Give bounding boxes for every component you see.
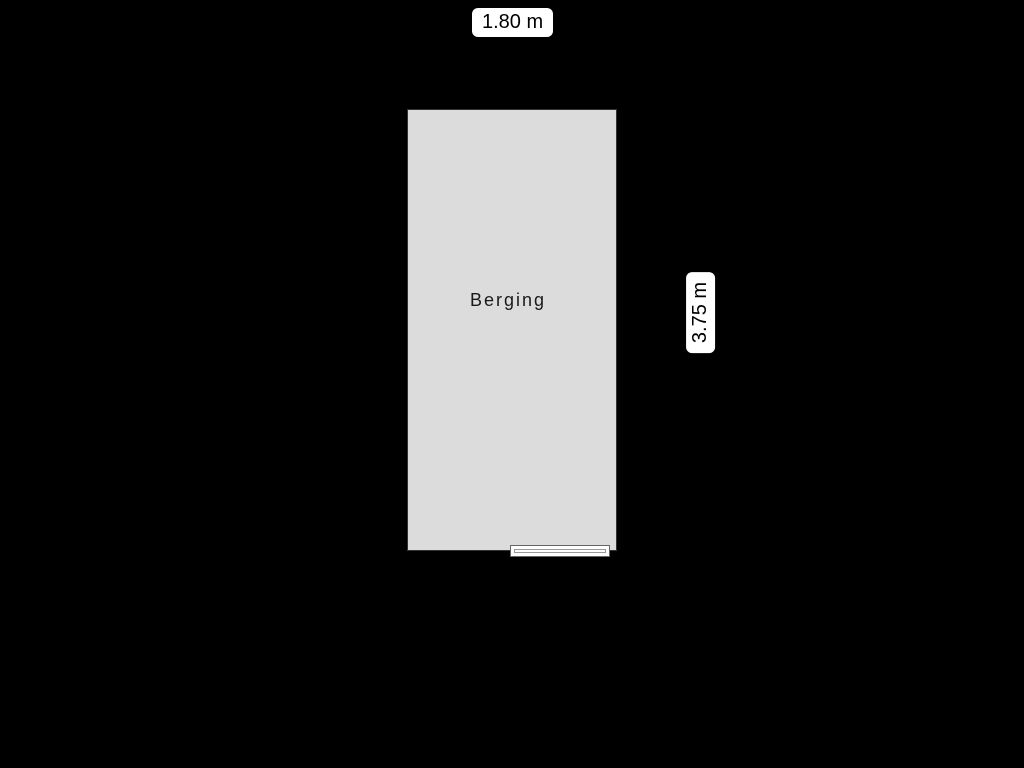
dimension-height-label: 3.75 m: [686, 272, 715, 353]
door-opening: [510, 545, 610, 557]
room-berging: [407, 109, 617, 551]
door-inner-line: [514, 549, 606, 553]
room-label: Berging: [470, 290, 546, 311]
dimension-width-label: 1.80 m: [472, 8, 553, 37]
